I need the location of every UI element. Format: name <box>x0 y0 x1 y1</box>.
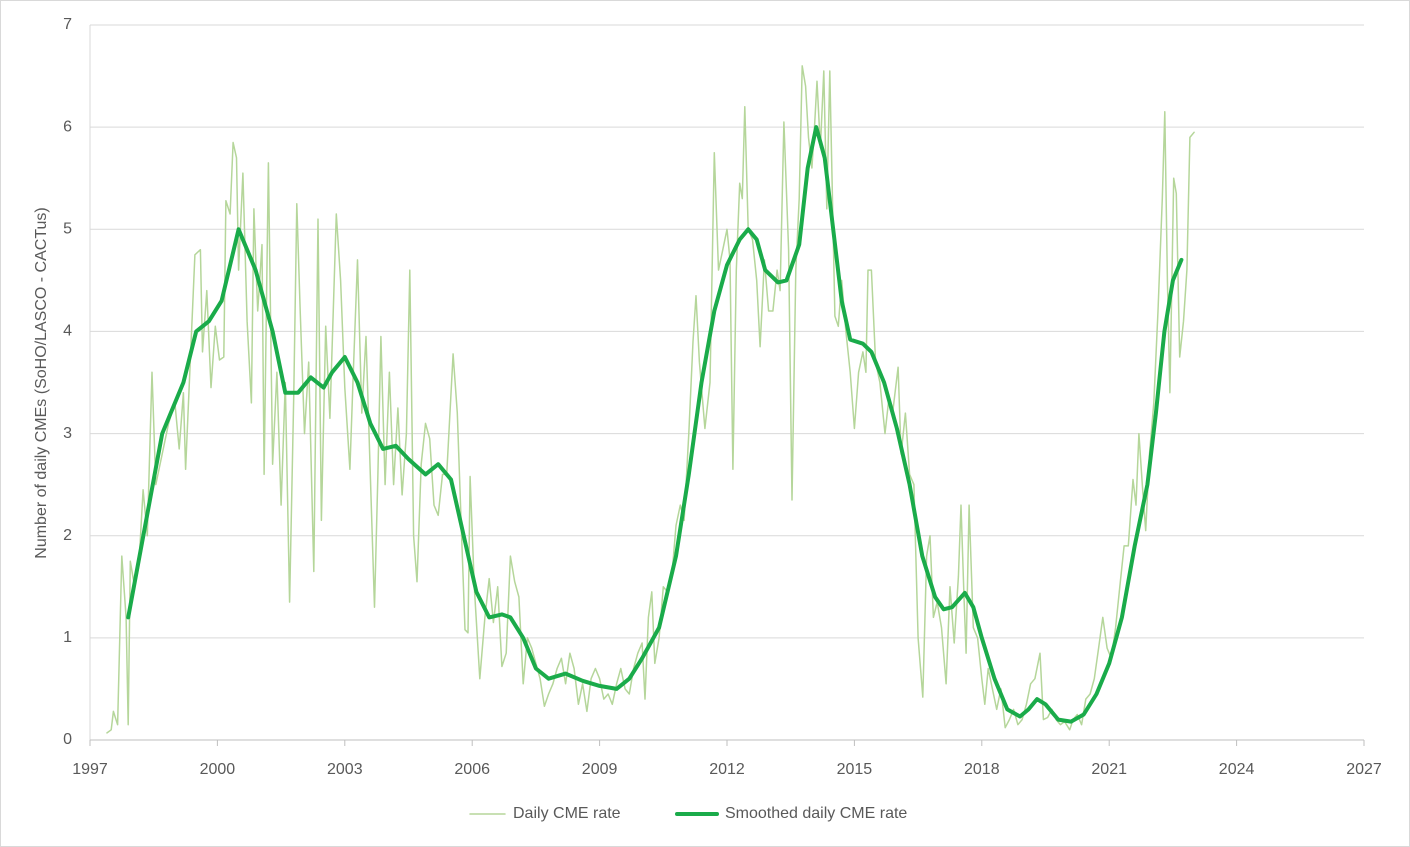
x-tick-label: 2000 <box>200 761 236 778</box>
legend-label: Smoothed daily CME rate <box>725 805 907 822</box>
y-tick-label: 0 <box>63 731 72 748</box>
x-tick-label: 2009 <box>582 761 618 778</box>
x-tick-label: 2003 <box>327 761 363 778</box>
y-tick-label: 5 <box>63 221 72 238</box>
y-tick-label: 7 <box>63 16 72 33</box>
x-tick-label: 2027 <box>1346 761 1382 778</box>
x-tick-label: 2015 <box>837 761 873 778</box>
y-axis-label: Number of daily CMEs (SoHO/LASCO - CACTu… <box>33 207 50 558</box>
y-tick-label: 3 <box>63 425 72 442</box>
x-tick-label: 2006 <box>454 761 490 778</box>
series-line <box>126 125 1184 724</box>
x-tick-label: 2021 <box>1091 761 1127 778</box>
y-tick-label: 6 <box>63 118 72 135</box>
y-tick-label: 1 <box>63 629 72 646</box>
x-tick-label: 2018 <box>964 761 1000 778</box>
x-tick-label: 2024 <box>1219 761 1255 778</box>
y-tick-label: 4 <box>63 323 72 340</box>
x-tick-label: 1997 <box>72 761 108 778</box>
x-tick-label: 2012 <box>709 761 745 778</box>
y-tick-label: 2 <box>63 527 72 544</box>
legend-label: Daily CME rate <box>513 805 621 822</box>
